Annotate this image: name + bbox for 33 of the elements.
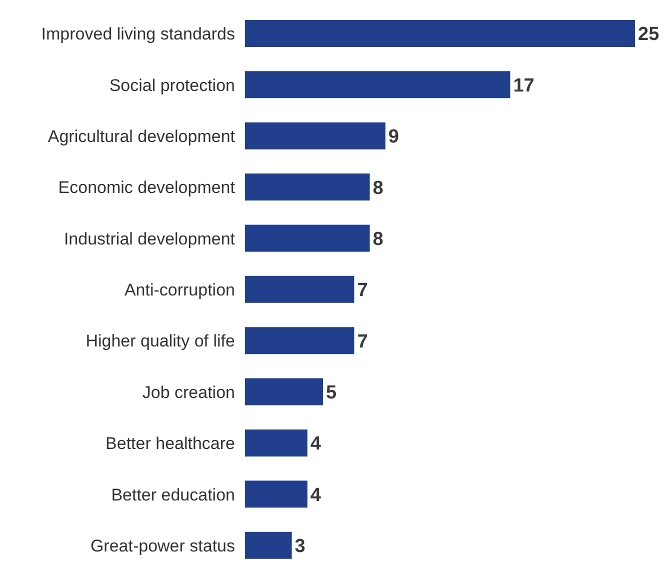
bar xyxy=(245,174,370,201)
data-label: 7 xyxy=(357,331,368,352)
bar xyxy=(245,480,308,508)
y-tick-label: Anti-corruption xyxy=(124,280,235,300)
bar xyxy=(245,20,635,47)
data-label: 8 xyxy=(372,178,384,199)
y-tick-label: Great-power status xyxy=(90,536,235,556)
data-label: 17 xyxy=(513,75,534,96)
data-label: 25 xyxy=(638,24,660,46)
bar xyxy=(245,532,292,559)
y-tick-label: Higher quality of life xyxy=(86,332,235,351)
y-tick-label: Agricultural development xyxy=(48,126,236,146)
y-tick-label: Social protection xyxy=(109,76,235,95)
y-tick-label: Better healthcare xyxy=(106,434,235,454)
bar xyxy=(245,224,370,252)
y-tick-label: Job creation xyxy=(142,382,235,402)
bar xyxy=(245,276,354,303)
data-label: 4 xyxy=(310,484,322,506)
y-tick-label: Industrial development xyxy=(64,229,236,248)
bar xyxy=(245,429,308,456)
data-label: 8 xyxy=(372,228,384,250)
y-tick-label: Improved living standards xyxy=(41,24,235,44)
data-label: 4 xyxy=(310,434,322,455)
bar xyxy=(245,71,510,98)
y-tick-label: Economic development xyxy=(58,178,236,198)
bar xyxy=(245,122,386,150)
data-label: 3 xyxy=(294,536,306,558)
bar xyxy=(245,327,354,354)
y-tick-label: Better education xyxy=(111,485,235,504)
bar xyxy=(245,378,323,406)
data-label: 7 xyxy=(357,280,368,302)
data-label: 9 xyxy=(388,126,399,148)
data-label: 5 xyxy=(326,382,337,404)
